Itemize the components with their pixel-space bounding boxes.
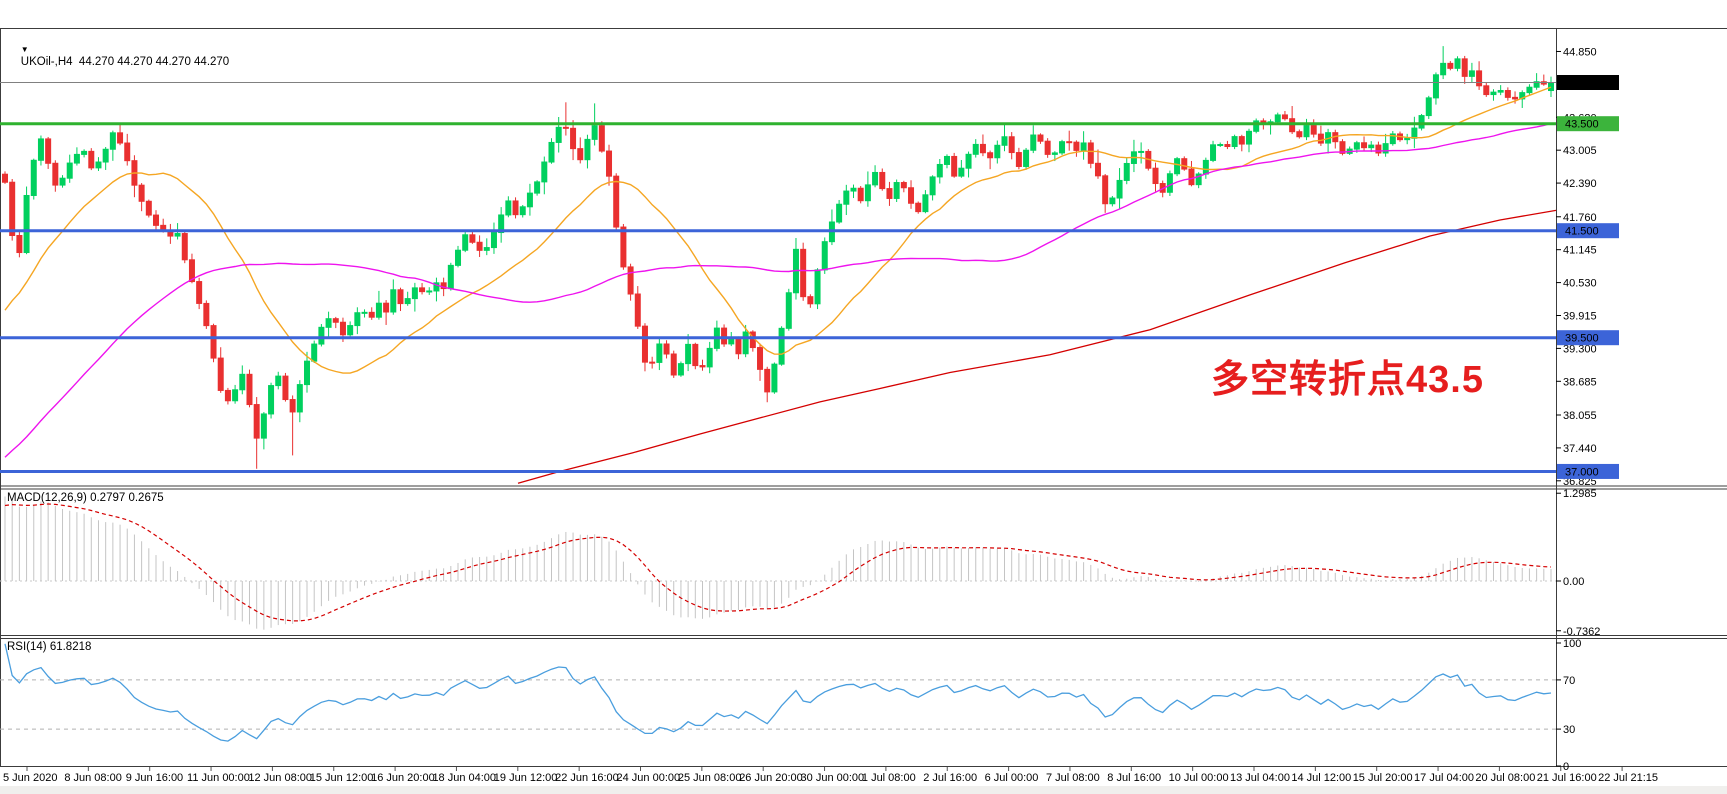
price-axis-label: 38.055 bbox=[1563, 410, 1597, 422]
time-axis-label: 18 Jun 04:00 bbox=[432, 772, 496, 784]
price-level-box-label: 44.270 bbox=[1565, 78, 1599, 90]
price-level-box bbox=[1557, 223, 1619, 239]
time-axis-label: 21 Jul 16:00 bbox=[1537, 772, 1597, 784]
time-axis-label: 19 Jun 12:00 bbox=[494, 772, 558, 784]
price-axis-label: 42.390 bbox=[1563, 178, 1597, 190]
time-axis-label: 22 Jul 21:15 bbox=[1598, 772, 1658, 784]
rsi-axis-label: 100 bbox=[1563, 638, 1581, 650]
time-axis-label: 10 Jul 00:00 bbox=[1169, 772, 1229, 784]
price-axis-label: 39.300 bbox=[1563, 343, 1597, 355]
time-axis-label: 8 Jun 08:00 bbox=[64, 772, 122, 784]
price-axis-label: 39.915 bbox=[1563, 310, 1597, 322]
time-axis-label: 2 Jul 16:00 bbox=[923, 772, 977, 784]
price-level-box bbox=[1557, 75, 1619, 90]
symbol-ohlc-text: UKOil-,H4 44.270 44.270 44.270 44.270 bbox=[20, 56, 230, 68]
rsi-axis-label: 70 bbox=[1563, 675, 1575, 687]
price-axis-label: 38.685 bbox=[1563, 376, 1597, 388]
time-axis-label: 15 Jun 12:00 bbox=[310, 772, 374, 784]
time-axis-label: 7 Jul 08:00 bbox=[1046, 772, 1100, 784]
price-level-box bbox=[1557, 116, 1619, 132]
price-axis-label: 37.440 bbox=[1563, 443, 1597, 455]
time-axis-label: 16 Jun 20:00 bbox=[371, 772, 435, 784]
time-axis-label: 15 Jul 20:00 bbox=[1353, 772, 1413, 784]
price-level-box bbox=[1557, 330, 1619, 346]
time-axis-label: 20 Jul 08:00 bbox=[1475, 772, 1535, 784]
rsi-axis-label: 30 bbox=[1563, 724, 1575, 736]
time-axis-label: 5 Jun 2020 bbox=[3, 772, 57, 784]
price-axis-label: 41.145 bbox=[1563, 245, 1597, 257]
time-axis-label: 24 Jun 00:00 bbox=[617, 772, 681, 784]
symbol-ohlc-line[interactable]: ▼ UKOil-,H4 44.270 44.270 44.270 44.270 bbox=[8, 32, 229, 80]
macd-indicator-label: MACD(12,26,9) 0.2797 0.2675 bbox=[7, 492, 164, 504]
time-axis-label: 8 Jul 16:00 bbox=[1107, 772, 1161, 784]
time-axis-label: 25 Jun 08:00 bbox=[678, 772, 742, 784]
macd-signal-line bbox=[4, 503, 1552, 622]
price-level-box-label: 43.500 bbox=[1565, 119, 1599, 131]
time-axis-label: 6 Jul 00:00 bbox=[985, 772, 1039, 784]
symbol-collapse-icon[interactable]: ▼ bbox=[20, 45, 29, 54]
price-level-box-label: 39.500 bbox=[1565, 333, 1599, 345]
rsi-panel bbox=[0, 643, 1556, 742]
price-level-box bbox=[1557, 463, 1619, 479]
rsi-line bbox=[4, 643, 1552, 742]
price-axis-label: 44.850 bbox=[1563, 46, 1597, 58]
time-axis-label: 17 Jul 04:00 bbox=[1414, 772, 1474, 784]
time-axis-label: 22 Jun 16:00 bbox=[555, 772, 619, 784]
price-axis-label: 41.760 bbox=[1563, 212, 1597, 224]
price-level-box-label: 41.500 bbox=[1565, 226, 1599, 238]
rsi-axis-label: 0 bbox=[1563, 761, 1569, 773]
price-axis-label: 43.005 bbox=[1563, 145, 1597, 157]
macd-panel bbox=[0, 496, 1556, 630]
moving-average-line bbox=[4, 86, 1552, 374]
price-level-box-label: 37.000 bbox=[1565, 466, 1599, 478]
time-axis-label: 9 Jun 16:00 bbox=[126, 772, 184, 784]
slow-ma-line bbox=[517, 209, 1556, 484]
time-axis-label: 1 Jul 08:00 bbox=[862, 772, 916, 784]
price-axis-label: 40.530 bbox=[1563, 278, 1597, 290]
macd-axis-label: 0.00 bbox=[1563, 576, 1584, 588]
time-axis-label: 30 Jun 00:00 bbox=[801, 772, 865, 784]
moving-average-line bbox=[4, 122, 1552, 458]
macd-axis-label: 1.2985 bbox=[1563, 488, 1597, 500]
main-price-panel bbox=[0, 46, 1556, 484]
rsi-indicator-label: RSI(14) 61.8218 bbox=[7, 641, 92, 653]
time-axis-label: 12 Jun 08:00 bbox=[248, 772, 312, 784]
time-axis-label: 11 Jun 00:00 bbox=[187, 772, 250, 784]
time-axis-label: 13 Jul 04:00 bbox=[1230, 772, 1290, 784]
time-axis-label: 14 Jul 12:00 bbox=[1291, 772, 1351, 784]
time-axis-label: 26 Jun 20:00 bbox=[739, 772, 803, 784]
chart-annotation-text[interactable]: 多空转折点43.5 bbox=[1211, 359, 1484, 401]
macd-axis-label: -0.7362 bbox=[1563, 626, 1600, 638]
